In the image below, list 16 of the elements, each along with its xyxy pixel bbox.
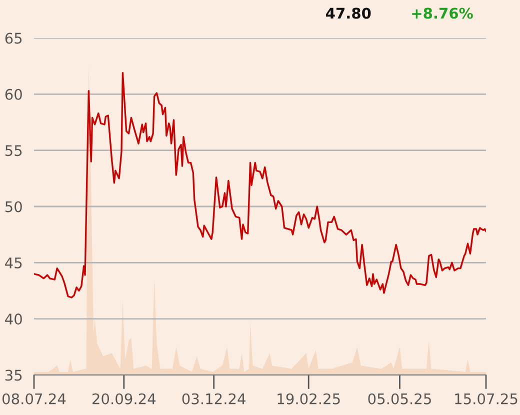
x-tick-label: 08.07.24 (2, 393, 66, 404)
line-series (34, 72, 486, 298)
x-tick-label: 15.07.25 (455, 393, 518, 404)
y-tick-label: 35 (5, 370, 22, 381)
y-tick-label: 45 (5, 258, 22, 268)
y-tick-label: 40 (5, 314, 22, 325)
y-tick-label: 50 (5, 201, 22, 212)
text: 47.80 (326, 8, 371, 19)
y-tick-label: 65 (5, 32, 22, 44)
y-tick-label: 60 (5, 88, 22, 100)
x-tick-label: 03.12.24 (182, 393, 246, 404)
x-tick-label: 19.02.25 (278, 393, 340, 404)
text: +8.76% (412, 8, 473, 19)
y-tick-label: 55 (5, 145, 22, 156)
x-tick-label: 20.09.24 (92, 393, 156, 404)
x-tick-label: 05.05.25 (368, 393, 431, 404)
